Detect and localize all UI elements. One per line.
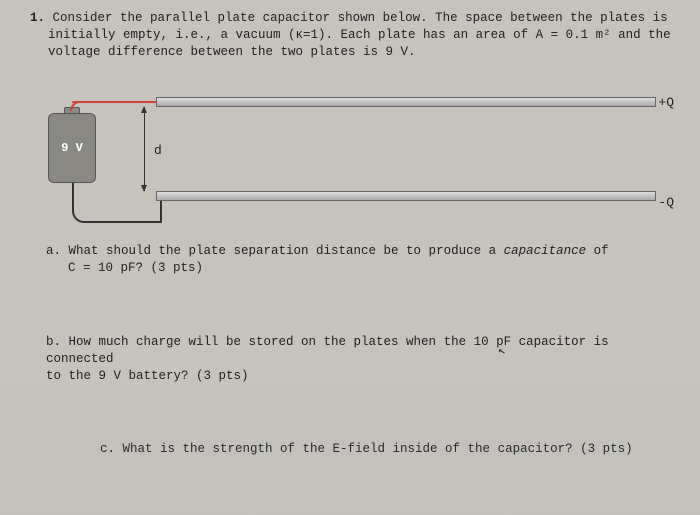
qa-italic: capacitance [504,244,587,258]
qa-line1: a. What should the plate separation dist… [46,244,504,258]
separation-arrow [144,107,145,191]
qa-line2: C = 10 pF? (3 pts) [46,260,680,277]
qb-line1: b. How much charge will be stored on the… [46,335,609,366]
charge-label-top: +Q [658,95,674,110]
charge-label-bottom: -Q [658,195,674,210]
top-plate [156,97,656,107]
qc-text: c. What is the strength of the E-field i… [100,442,633,456]
question-b: b. How much charge will be stored on the… [46,334,680,385]
wire-top [72,101,162,103]
problem-line2: initially empty, i.e., a vacuum (κ=1). E… [30,27,680,44]
bottom-plate [156,191,656,201]
qb-line2: to the 9 V battery? (3 pts) [46,369,249,383]
d-label: d [154,143,162,158]
battery-label: 9 V [61,141,83,155]
wire-bottom [72,183,162,223]
problem-number: 1. [30,11,45,25]
question-c: c. What is the strength of the E-field i… [100,441,680,458]
battery: 9 V [48,113,96,183]
problem-statement: 1. Consider the parallel plate capacitor… [30,10,680,61]
qa-line1b: of [586,244,609,258]
problem-line1: Consider the parallel plate capacitor sh… [53,11,668,25]
capacitor-diagram: 9 V d +Q -Q [30,73,680,233]
question-a: a. What should the plate separation dist… [46,243,680,277]
problem-line3: voltage difference between the two plate… [30,44,680,61]
